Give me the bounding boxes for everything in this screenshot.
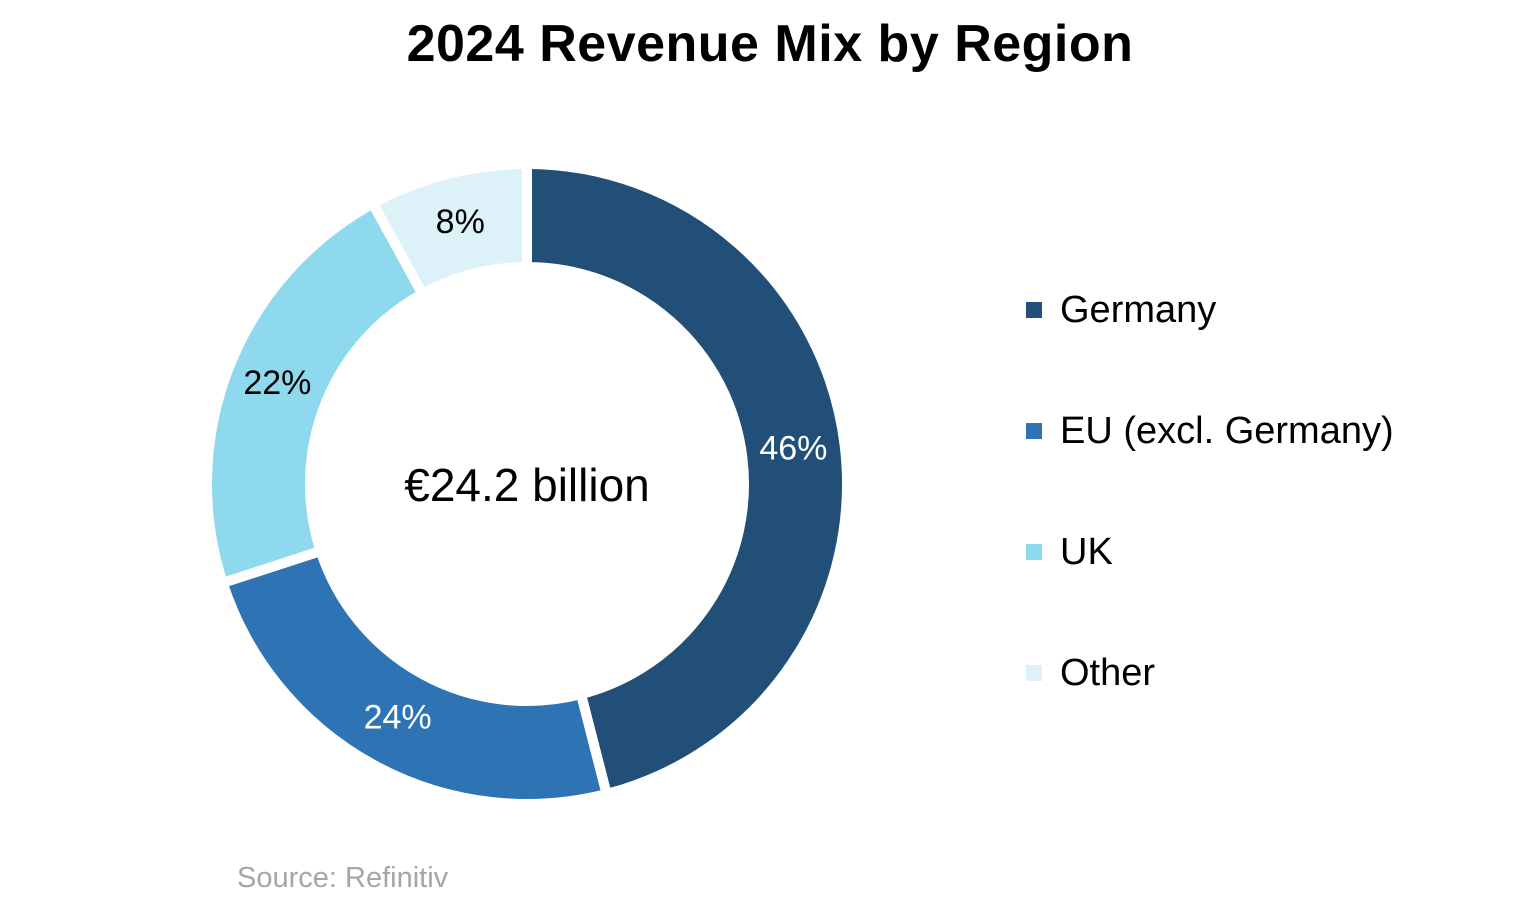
legend-swatch [1026, 665, 1042, 681]
slice-label-other: 8% [436, 203, 485, 241]
donut-slice-germany [522, 158, 852, 801]
center-total-label: €24.2 billion [404, 459, 650, 511]
donut-slice-uk [202, 196, 430, 590]
slice-label-germany: 46% [759, 429, 827, 467]
donut-slice-other [366, 158, 532, 301]
legend-swatch [1026, 302, 1042, 318]
legend-swatch [1026, 544, 1042, 560]
donut-slice-eu-excl-germany [216, 544, 613, 809]
legend-item-other: Other [1026, 643, 1394, 703]
legend-label: Germany [1060, 288, 1217, 331]
legend-swatch [1026, 423, 1042, 439]
chart-title: 2024 Revenue Mix by Region [406, 15, 1134, 73]
legend-item-germany: Germany [1026, 280, 1394, 340]
legend-label: EU (excl. Germany) [1060, 409, 1394, 452]
chart-legend: Germany EU (excl. Germany) UK Other [1026, 280, 1394, 764]
slice-label-eu-excl-germany: 24% [364, 698, 432, 736]
source-note: Source: Refinitiv [237, 862, 449, 894]
legend-label: UK [1060, 530, 1113, 573]
slice-label-uk: 22% [243, 364, 311, 402]
legend-item-eu: EU (excl. Germany) [1026, 401, 1394, 461]
legend-item-uk: UK [1026, 522, 1394, 582]
legend-label: Other [1060, 651, 1156, 694]
